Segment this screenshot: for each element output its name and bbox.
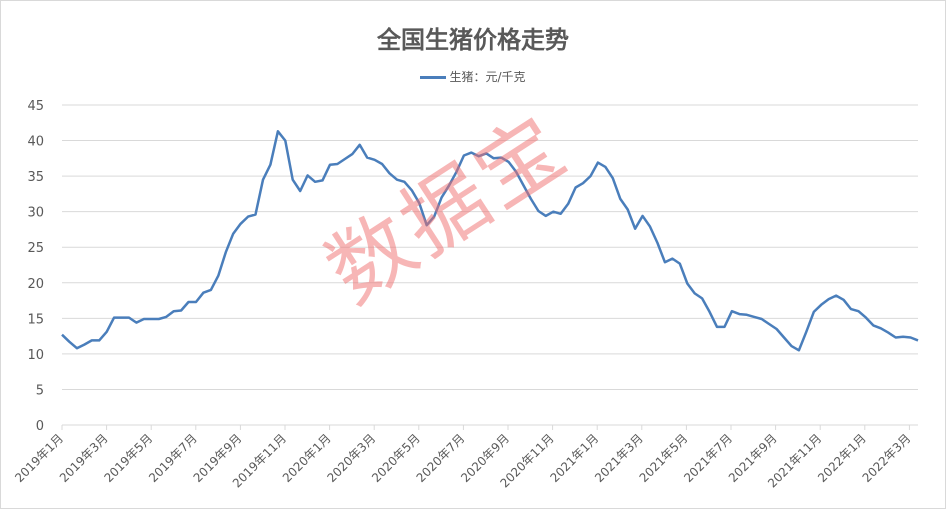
y-tick-label: 40 [27,135,44,150]
y-tick-label: 20 [27,277,44,292]
y-tick-label: 45 [27,99,44,114]
y-tick-label: 30 [27,206,44,221]
legend-label: 生猪：元/千克 [449,70,526,84]
legend: 生猪：元/千克 [0,68,946,85]
series-line [61,130,919,352]
chart-title: 全国生猪价格走势 [377,26,569,54]
y-tick-label: 15 [27,312,44,327]
y-tick-label: 0 [36,419,44,434]
y-tick-label: 25 [27,241,44,256]
y-tick-label: 35 [27,170,44,185]
y-tick-label: 10 [27,348,44,363]
y-tick-label: 5 [36,383,44,398]
legend-swatch [420,76,447,79]
x-tick-label: 2022年3月 [860,431,914,485]
